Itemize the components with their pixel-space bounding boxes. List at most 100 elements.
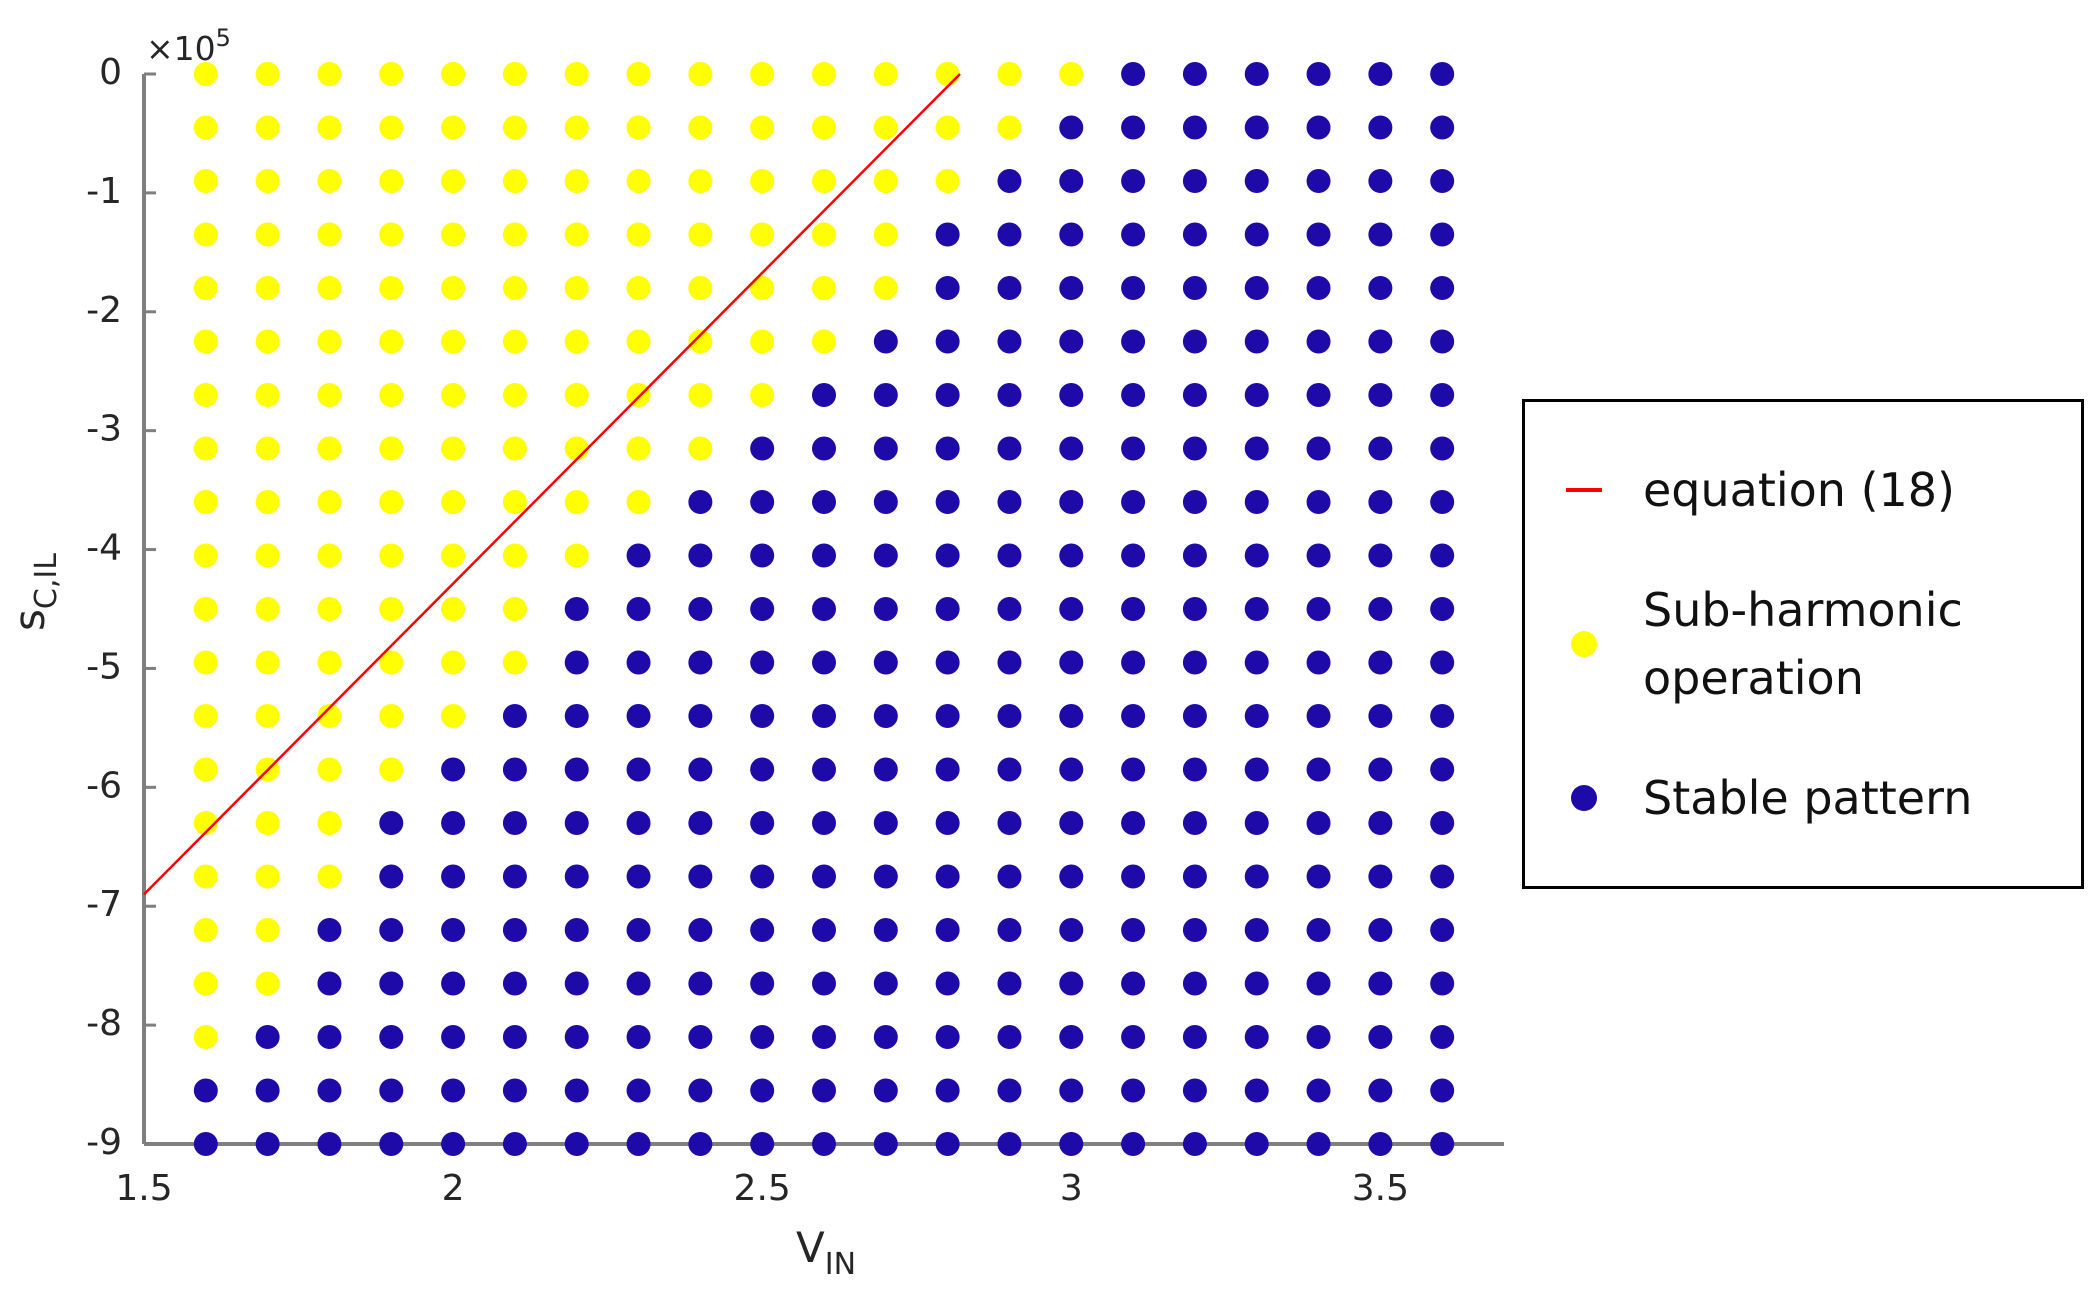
data-point	[1121, 490, 1146, 514]
data-point	[193, 1132, 218, 1156]
data-point	[626, 62, 651, 86]
data-point	[255, 115, 280, 140]
data-point	[1306, 169, 1331, 193]
data-point	[626, 222, 651, 247]
data-point	[564, 383, 589, 407]
data-point	[626, 597, 651, 621]
legend-item: Stable pattern	[1525, 764, 2081, 832]
data-point	[1368, 62, 1393, 86]
data-point	[441, 169, 466, 193]
data-point	[1306, 329, 1331, 354]
data-point	[193, 1078, 218, 1103]
data-point	[441, 543, 466, 568]
data-point	[1430, 329, 1455, 354]
data-point	[1306, 918, 1331, 942]
data-point	[626, 383, 651, 407]
data-point	[1059, 918, 1084, 942]
y-tick-label: -7	[86, 884, 122, 925]
data-point	[626, 1132, 651, 1156]
data-point	[441, 650, 466, 675]
y-tick-label: -3	[86, 409, 122, 450]
legend-marker	[1571, 785, 1597, 811]
data-point	[502, 864, 527, 889]
data-point	[1121, 436, 1146, 461]
data-point	[873, 276, 898, 300]
data-point	[255, 1025, 280, 1049]
data-point	[317, 650, 342, 675]
data-point	[873, 169, 898, 193]
y-tick-label: -2	[86, 290, 122, 331]
data-point	[626, 329, 651, 354]
data-point	[317, 1132, 342, 1156]
data-point	[1306, 1078, 1331, 1103]
data-point	[750, 543, 775, 568]
data-point	[1306, 1132, 1331, 1156]
data-point	[317, 971, 342, 996]
data-point	[441, 115, 466, 140]
data-point	[564, 62, 589, 86]
data-point	[379, 971, 404, 996]
data-point	[1244, 62, 1269, 86]
data-point	[1244, 1078, 1269, 1103]
data-point	[1059, 169, 1084, 193]
data-point	[1244, 597, 1269, 621]
data-point	[1182, 276, 1207, 300]
data-point	[750, 276, 775, 300]
data-point	[379, 169, 404, 193]
data-point	[812, 757, 836, 782]
data-point	[502, 757, 527, 782]
data-point	[379, 704, 404, 728]
data-point	[379, 650, 404, 675]
data-point	[1059, 276, 1084, 300]
legend-icon	[1571, 631, 1597, 657]
y-tick-label: -1	[86, 171, 122, 212]
data-point	[935, 436, 960, 461]
data-point	[564, 704, 589, 728]
data-point	[379, 62, 404, 86]
data-point	[1306, 276, 1331, 300]
y-tick-label: -4	[86, 528, 122, 569]
data-point	[1368, 115, 1393, 140]
y-label-sub: C,IL	[29, 553, 64, 609]
data-point	[1182, 864, 1207, 889]
data-point	[812, 704, 836, 728]
data-point	[1368, 169, 1393, 193]
x-tick-label: 3	[1060, 1168, 1083, 1209]
data-point	[1121, 115, 1146, 140]
data-point	[1430, 1132, 1455, 1156]
y-axis-label: sC,IL	[5, 553, 64, 631]
data-point	[502, 1025, 527, 1049]
data-point	[1059, 543, 1084, 568]
data-point	[997, 1132, 1022, 1156]
data-point	[1244, 864, 1269, 889]
data-point	[873, 115, 898, 140]
data-point	[626, 650, 651, 675]
data-point	[502, 704, 527, 728]
data-point	[812, 490, 836, 514]
data-point	[255, 918, 280, 942]
data-point	[1121, 222, 1146, 247]
data-point	[317, 597, 342, 621]
legend-icon	[1566, 488, 1602, 492]
data-point	[255, 704, 280, 728]
data-point	[502, 1132, 527, 1156]
y-multiplier: ×105	[146, 24, 231, 68]
data-point	[626, 543, 651, 568]
data-point	[1430, 597, 1455, 621]
data-point	[1244, 971, 1269, 996]
data-point	[626, 757, 651, 782]
data-point	[1121, 383, 1146, 407]
data-point	[564, 1132, 589, 1156]
data-point	[502, 62, 527, 86]
data-point	[255, 62, 280, 86]
x-label-main: V	[796, 1223, 825, 1272]
data-point	[502, 329, 527, 354]
data-point	[997, 169, 1022, 193]
data-point	[1059, 864, 1084, 889]
data-point	[812, 864, 836, 889]
data-point	[1244, 490, 1269, 514]
data-point	[750, 169, 775, 193]
data-point	[688, 597, 713, 621]
data-point	[1306, 971, 1331, 996]
data-point	[1306, 1025, 1331, 1049]
